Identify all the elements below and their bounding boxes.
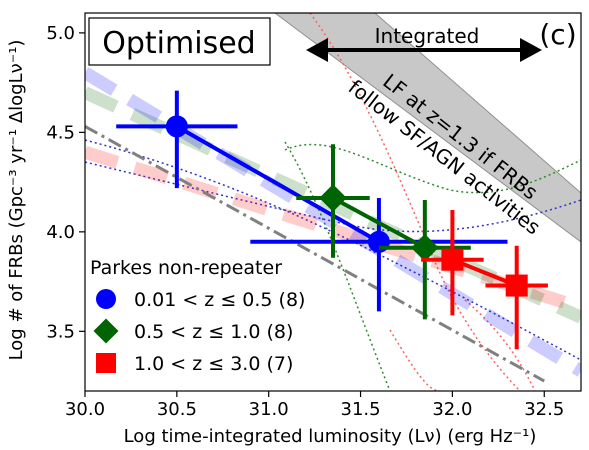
x-tick-label: 30.5 <box>157 399 197 420</box>
y-axis-ticks: 3.5 4.0 4.5 5.0 <box>46 23 85 342</box>
legend-label: 1.0 < z ≤ 3.0 (7) <box>134 353 293 375</box>
legend-marker <box>96 289 116 309</box>
y-tick-label: 4.5 <box>46 122 75 143</box>
legend-label: 0.5 < z ≤ 1.0 (8) <box>134 321 293 343</box>
x-tick-label: 30.0 <box>65 399 105 420</box>
legend-title: Parkes non-repeater <box>90 257 282 279</box>
x-tick-label: 32.0 <box>432 399 472 420</box>
legend-marker <box>93 318 119 344</box>
model-curve <box>85 125 545 383</box>
series-layer <box>116 90 548 350</box>
data-point <box>505 274 528 297</box>
y-tick-label: 5.0 <box>46 23 75 44</box>
integrated-arrow <box>306 38 542 62</box>
integrated-label: Integrated <box>375 24 480 48</box>
x-tick-label: 31.5 <box>341 399 381 420</box>
data-point <box>411 234 439 262</box>
series-line <box>332 196 426 250</box>
legend-marker <box>96 353 116 373</box>
plot-frame <box>84 12 582 392</box>
x-axis-label: Log time-integrated luminosity (Lν) (erg… <box>124 426 537 447</box>
y-tick-label: 3.5 <box>46 321 75 342</box>
legend-label: 0.01 < z ≤ 0.5 (8) <box>134 289 305 311</box>
data-point <box>319 184 347 212</box>
series-line <box>175 124 380 244</box>
series-2 <box>421 209 548 350</box>
series-0 <box>116 90 508 312</box>
title-box <box>88 17 271 66</box>
x-axis-ticks: 30.0 30.5 31.0 31.5 32.0 32.5 <box>65 391 564 420</box>
legend: Parkes non-repeater 0.01 < z ≤ 0.5 (8) 0.… <box>90 257 305 375</box>
data-point <box>441 248 464 271</box>
x-tick-label: 31.0 <box>249 399 289 420</box>
panel-label: (c) <box>539 18 576 51</box>
title-box-label: Optimised <box>102 26 255 61</box>
x-tick-label: 32.5 <box>524 399 564 420</box>
model-curve <box>85 146 581 314</box>
y-axis-label: Log # of FRBs (Gpc⁻³ yr⁻¹ ΔlogLν⁻¹) <box>6 40 27 361</box>
y-tick-label: 4.0 <box>46 222 75 243</box>
data-point <box>165 115 188 138</box>
lf-band <box>274 13 581 243</box>
